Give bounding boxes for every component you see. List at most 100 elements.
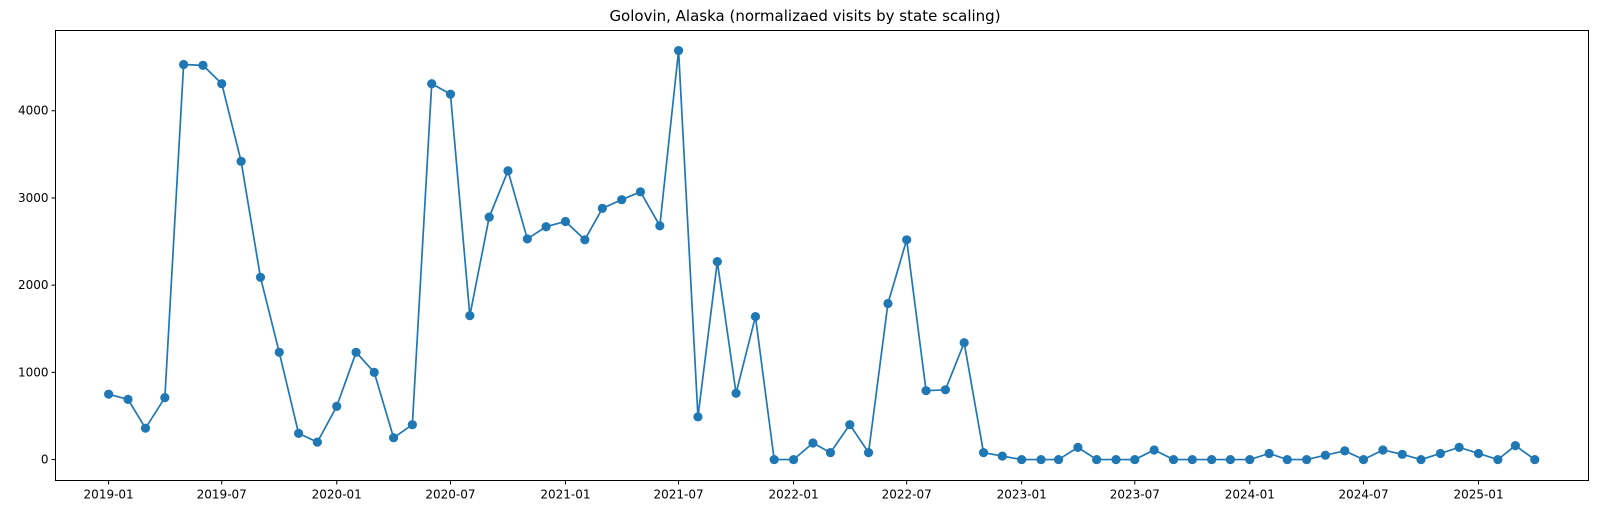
x-tick-label: 2025-01 [1453,488,1503,502]
data-point [1245,454,1255,465]
x-tick-label: 2023-07 [1110,488,1160,502]
data-point [312,437,322,447]
x-tick-label: 2024-07 [1338,488,1388,502]
data-point [541,222,551,232]
data-point [1130,454,1140,465]
data-point [863,447,874,458]
y-tick-label: 1000 [18,365,49,379]
data-point [140,423,151,433]
data-point [255,272,266,282]
data-point [978,447,989,458]
data-point [655,221,665,231]
x-axis: 2019-01 2019-07 2020-01 2020-07 2021-01 2021-… [84,480,1504,502]
series-group [104,45,1540,465]
data-point [1168,454,1179,465]
data-point [1397,449,1407,459]
data-point [731,388,741,398]
data-point [1036,454,1046,465]
data-point [104,389,114,399]
data-point [788,454,799,465]
data-point [1416,454,1426,465]
data-point [1530,454,1540,465]
data-point [274,347,284,357]
data-point [1378,445,1388,455]
y-tick-label: 0 [41,453,49,467]
data-point [427,79,437,89]
data-point [1358,454,1369,465]
data-point [1320,450,1330,460]
data-point [769,454,779,465]
data-point [1302,454,1312,465]
data-point [825,447,836,458]
data-point [1473,448,1484,459]
y-tick-label: 3000 [18,191,49,205]
data-point [522,234,532,244]
data-point [673,45,684,56]
data-point [560,216,571,227]
x-tick-label: 2022-01 [768,488,818,502]
data-point [617,195,627,205]
data-point [294,428,304,439]
x-tick-label: 2021-07 [654,488,704,502]
data-point [1017,454,1027,465]
x-tick-label: 2021-01 [540,488,590,502]
chart-title: Golovin, Alaska (normalizaed visits by s… [609,7,1000,25]
x-tick-label: 2022-07 [882,488,932,502]
data-point [750,311,761,322]
data-point [1207,454,1217,465]
data-point [580,235,590,245]
data-point [407,420,417,430]
data-point [236,156,246,166]
data-point [902,235,912,245]
data-point [1187,454,1197,465]
data-point [635,187,646,197]
data-point [1454,442,1464,452]
data-point [921,386,931,396]
data-point [1510,441,1520,451]
data-point [123,394,133,404]
data-point [693,412,703,422]
data-point [1111,454,1121,465]
data-point [332,401,342,411]
data-point [1493,454,1503,465]
y-axis: 0 1000 2000 3000 4000 [18,104,56,467]
data-point [712,257,722,267]
data-point [465,311,475,321]
data-point [351,347,361,357]
y-tick-label: 4000 [18,104,49,118]
data-point [369,367,379,377]
data-point [1225,454,1236,465]
series-line [108,50,1536,461]
data-point [217,79,227,89]
data-point [503,166,513,176]
data-point [198,60,208,70]
data-point [883,298,893,309]
data-point [160,393,170,403]
data-point [997,451,1007,461]
x-tick-label: 2020-07 [425,488,475,502]
data-point [845,420,855,430]
data-point [1053,454,1064,465]
data-point [179,59,189,70]
data-point [388,433,399,443]
data-point [1092,454,1102,465]
x-tick-label: 2023-01 [997,488,1047,502]
x-tick-label: 2024-01 [1225,488,1275,502]
x-tick-label: 2019-01 [84,488,134,502]
data-point [940,385,951,395]
data-point [1264,448,1274,459]
data-point [808,438,818,448]
data-point [1282,454,1292,465]
data-point [484,212,494,222]
data-point [1340,446,1350,456]
data-point [597,203,607,214]
data-point [1149,445,1159,455]
x-tick-label: 2019-07 [197,488,247,502]
data-point [959,338,969,348]
plot-area-frame [55,30,1589,481]
data-point [445,89,456,99]
x-tick-label: 2020-01 [312,488,362,502]
data-point [1073,442,1083,452]
y-tick-label: 2000 [18,278,49,292]
